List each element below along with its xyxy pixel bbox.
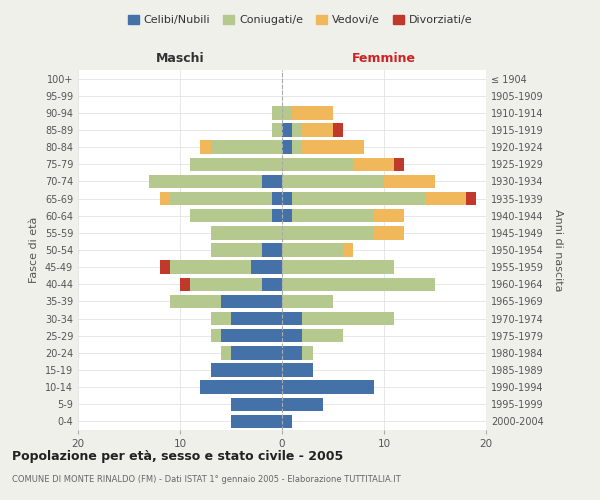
Bar <box>160 192 170 205</box>
Bar <box>221 294 282 308</box>
Bar <box>333 124 343 136</box>
Bar <box>425 192 466 205</box>
Text: Maschi: Maschi <box>155 52 205 65</box>
Bar <box>374 209 404 222</box>
Bar <box>190 278 262 291</box>
Bar <box>211 244 262 256</box>
Bar <box>282 329 302 342</box>
Bar <box>149 174 262 188</box>
Bar <box>272 106 282 120</box>
Y-axis label: Anni di nascita: Anni di nascita <box>553 209 563 291</box>
Bar <box>282 380 374 394</box>
Text: Femmine: Femmine <box>352 52 416 65</box>
Bar <box>282 192 292 205</box>
Bar <box>302 124 333 136</box>
Y-axis label: Fasce di età: Fasce di età <box>29 217 39 283</box>
Bar <box>262 278 282 291</box>
Bar <box>282 260 394 274</box>
Bar <box>302 312 394 326</box>
Text: COMUNE DI MONTE RINALDO (FM) - Dati ISTAT 1° gennaio 2005 - Elaborazione TUTTITA: COMUNE DI MONTE RINALDO (FM) - Dati ISTA… <box>12 475 401 484</box>
Bar <box>302 346 313 360</box>
Bar <box>282 174 384 188</box>
Bar <box>272 209 282 222</box>
Bar <box>292 209 374 222</box>
Bar <box>160 260 170 274</box>
Bar <box>190 209 272 222</box>
Bar <box>343 244 353 256</box>
Bar <box>292 106 333 120</box>
Bar <box>262 174 282 188</box>
Bar <box>221 329 282 342</box>
Bar <box>231 346 282 360</box>
Bar <box>282 158 353 171</box>
Bar <box>394 158 404 171</box>
Bar <box>170 294 221 308</box>
Bar <box>282 124 292 136</box>
Bar <box>200 140 211 154</box>
Bar <box>282 346 302 360</box>
Bar <box>231 312 282 326</box>
Bar <box>282 140 292 154</box>
Bar <box>292 140 302 154</box>
Bar <box>211 364 282 376</box>
Bar <box>180 278 190 291</box>
Bar <box>272 124 282 136</box>
Bar <box>282 364 313 376</box>
Bar <box>170 260 251 274</box>
Bar <box>282 106 292 120</box>
Bar <box>282 414 292 428</box>
Bar <box>231 414 282 428</box>
Bar <box>282 294 333 308</box>
Bar <box>190 158 282 171</box>
Bar <box>302 140 364 154</box>
Bar <box>282 398 323 411</box>
Bar <box>302 329 343 342</box>
Bar <box>466 192 476 205</box>
Bar <box>282 226 374 239</box>
Bar <box>262 244 282 256</box>
Bar <box>211 329 221 342</box>
Bar <box>211 226 282 239</box>
Bar <box>282 209 292 222</box>
Bar <box>221 346 231 360</box>
Bar <box>211 140 282 154</box>
Bar <box>282 244 343 256</box>
Bar <box>211 312 231 326</box>
Bar <box>374 226 404 239</box>
Bar <box>353 158 394 171</box>
Bar <box>282 278 435 291</box>
Legend: Celibi/Nubili, Coniugati/e, Vedovi/e, Divorziati/e: Celibi/Nubili, Coniugati/e, Vedovi/e, Di… <box>124 10 476 30</box>
Bar <box>200 380 282 394</box>
Bar <box>170 192 272 205</box>
Bar <box>251 260 282 274</box>
Bar <box>384 174 435 188</box>
Bar <box>231 398 282 411</box>
Bar <box>272 192 282 205</box>
Bar <box>292 124 302 136</box>
Bar <box>292 192 425 205</box>
Bar <box>282 312 302 326</box>
Text: Popolazione per età, sesso e stato civile - 2005: Popolazione per età, sesso e stato civil… <box>12 450 343 463</box>
